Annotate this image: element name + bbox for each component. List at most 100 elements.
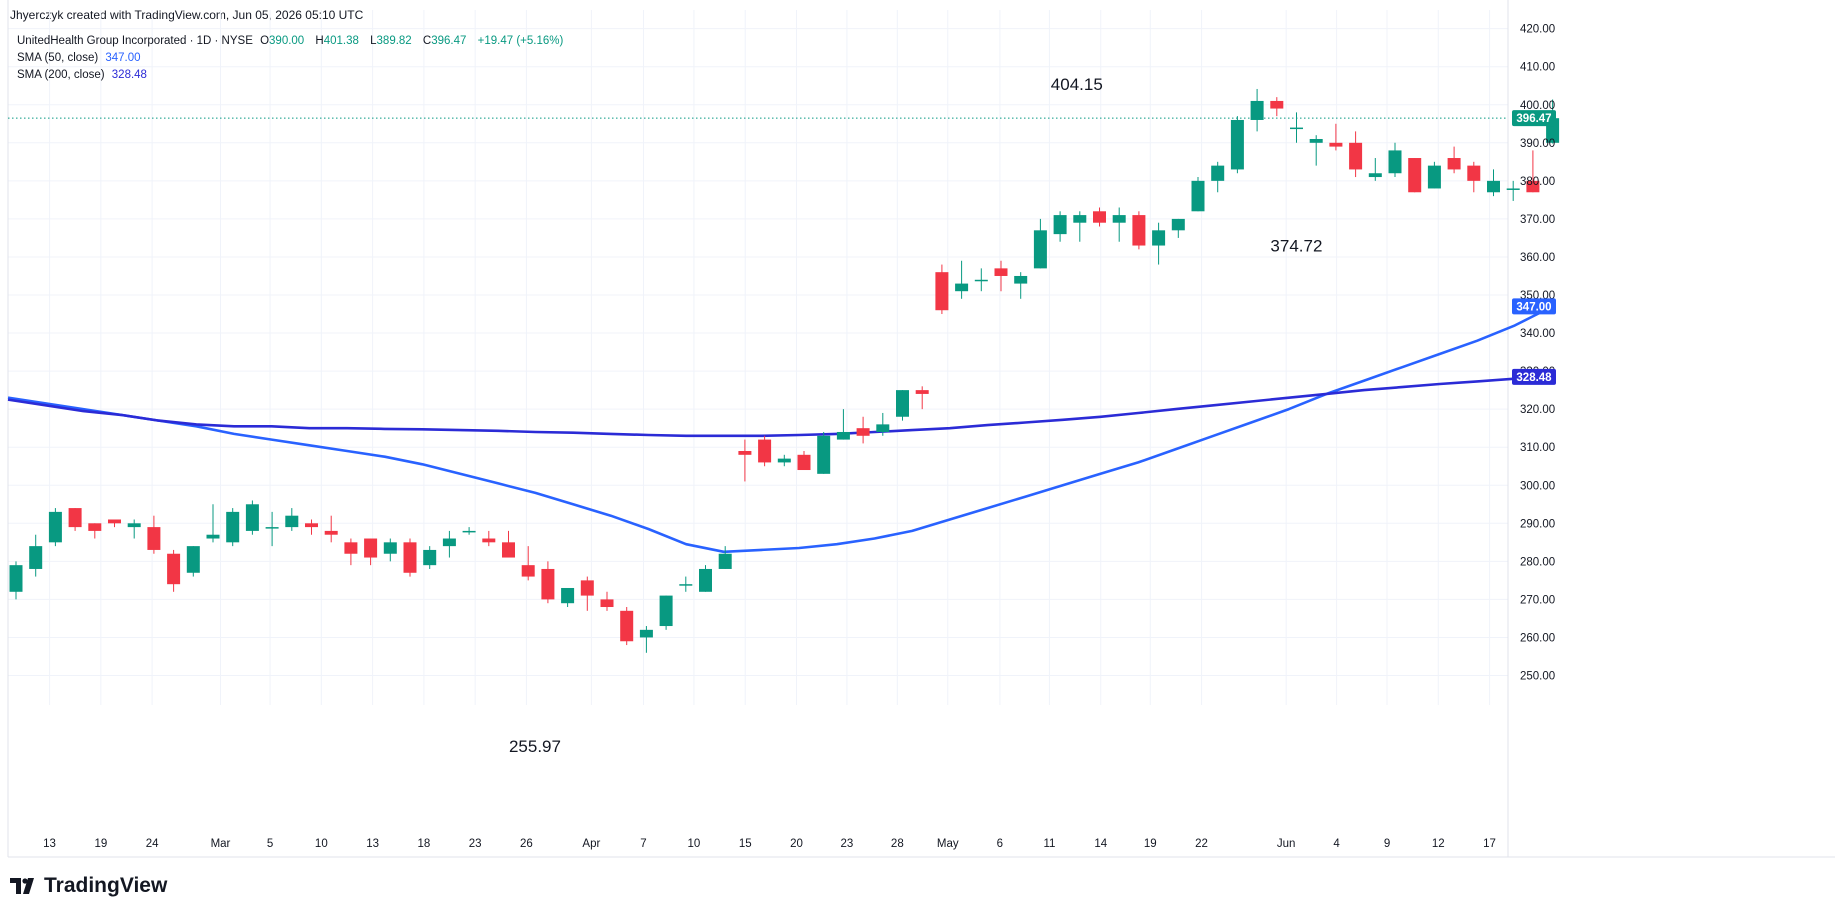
- y-tick-label: 400.00: [1520, 100, 1555, 112]
- candle-body: [1447, 158, 1461, 170]
- candle-body: [541, 568, 555, 600]
- symbol-title[interactable]: UnitedHealth Group Incorporated · 1D · N…: [17, 35, 253, 47]
- candle: [1290, 112, 1303, 143]
- candle-body: [994, 268, 1008, 276]
- candle-body: [88, 523, 102, 531]
- y-tick-label: 410.00: [1520, 62, 1555, 74]
- x-tick-label: 5: [267, 838, 273, 850]
- x-tick-label: 17: [1483, 838, 1496, 850]
- chart-grid: [8, 10, 1508, 705]
- x-tick-label: 12: [1432, 838, 1445, 850]
- candle-body: [1526, 180, 1540, 193]
- candle-body: [817, 435, 831, 474]
- candle-body: [1329, 142, 1343, 147]
- candle-body: [1368, 173, 1382, 178]
- sma-line: [7, 375, 1553, 438]
- candle: [1250, 88, 1264, 132]
- x-tick-label: 13: [366, 838, 379, 850]
- candle: [955, 260, 969, 299]
- y-tick-label: 290.00: [1520, 518, 1555, 530]
- sma50-label: SMA (50, close): [17, 52, 99, 64]
- candle-body: [915, 390, 929, 394]
- candle: [580, 576, 594, 611]
- low-value: 389.82: [376, 35, 412, 47]
- candle-body: [1191, 180, 1205, 212]
- candle: [738, 439, 752, 482]
- candle-body: [1171, 218, 1185, 231]
- candle-body: [896, 390, 909, 417]
- x-tick-label: 19: [1144, 838, 1157, 850]
- candle-body: [442, 538, 456, 547]
- candle: [1230, 116, 1244, 174]
- candle: [1014, 272, 1028, 299]
- candle-body: [1053, 215, 1067, 235]
- x-tick-label: 28: [891, 838, 904, 850]
- candle-body: [1211, 165, 1225, 181]
- candle: [1171, 218, 1185, 238]
- candle: [344, 538, 358, 566]
- candle: [88, 523, 102, 539]
- candle: [561, 587, 575, 608]
- candle-body: [1309, 138, 1323, 143]
- sma50-value: 347.00: [105, 52, 141, 64]
- price-tag: 396.47: [1512, 110, 1556, 127]
- candle: [423, 546, 437, 569]
- price-tag-bg: [1512, 368, 1556, 385]
- candle: [1487, 169, 1500, 197]
- candle: [1053, 211, 1067, 242]
- candle: [1329, 123, 1343, 151]
- candle-body: [738, 451, 752, 455]
- candle-body: [48, 511, 62, 543]
- y-tick-label: 320.00: [1520, 404, 1555, 416]
- x-tick-label: 4: [1333, 838, 1340, 850]
- y-tick-label: 360.00: [1520, 252, 1555, 264]
- candle-body: [344, 542, 358, 554]
- candle: [679, 576, 693, 592]
- candle: [1191, 177, 1205, 212]
- candle-body: [561, 587, 575, 604]
- x-tick-label: 19: [94, 838, 107, 850]
- candle-body: [9, 565, 23, 592]
- x-tick-label: 14: [1094, 838, 1107, 850]
- candle: [206, 504, 220, 543]
- x-tick-label: 11: [1043, 838, 1055, 850]
- candle-body: [167, 553, 181, 585]
- candle-body: [876, 424, 890, 432]
- candle-body: [245, 504, 259, 531]
- candle-body: [29, 546, 43, 569]
- x-tick-label: 15: [739, 838, 752, 850]
- candle: [48, 508, 62, 547]
- candle-body: [836, 431, 850, 440]
- candle-body: [797, 454, 811, 471]
- candle: [974, 268, 988, 292]
- candle-body: [482, 538, 496, 543]
- sma50-legend[interactable]: SMA (50, close) 347.00: [17, 52, 145, 64]
- candle: [1270, 97, 1284, 117]
- candle-body: [108, 519, 121, 524]
- candle: [1093, 207, 1106, 227]
- x-tick-label: 10: [315, 838, 328, 850]
- candle: [699, 565, 712, 592]
- x-tick-label: 23: [841, 838, 854, 850]
- candle-body: [974, 279, 988, 282]
- candle: [29, 534, 43, 577]
- x-tick-label: Apr: [582, 838, 600, 850]
- candle: [383, 538, 397, 562]
- extreme-label: 255.97: [509, 737, 561, 756]
- candlesticks: [9, 88, 1560, 653]
- candle: [305, 519, 318, 535]
- y-tick-label: 300.00: [1520, 480, 1555, 492]
- candle-body: [1290, 127, 1303, 130]
- y-tick-label: 270.00: [1520, 594, 1555, 606]
- tradingview-logo[interactable]: TradingView: [10, 874, 167, 898]
- y-tick-label: 250.00: [1520, 671, 1555, 683]
- candle: [817, 431, 831, 474]
- candle-body: [1467, 165, 1481, 181]
- sma200-legend[interactable]: SMA (200, close) 328.48: [17, 69, 151, 81]
- candle: [502, 530, 515, 558]
- candle-body: [403, 542, 417, 573]
- candle-body: [305, 523, 318, 528]
- candle-body: [1073, 215, 1087, 223]
- x-tick-label: 20: [790, 838, 803, 850]
